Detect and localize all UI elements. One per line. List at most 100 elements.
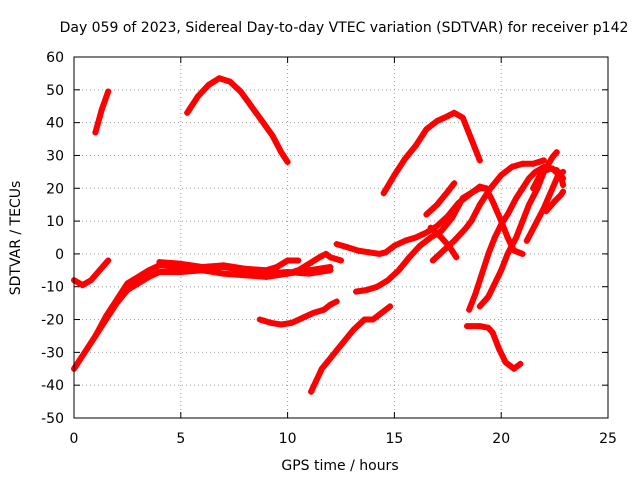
- data-point-marker: [438, 227, 445, 234]
- data-point-marker: [558, 191, 564, 198]
- data-point-marker: [177, 260, 184, 267]
- data-point-marker: [491, 280, 498, 287]
- data-point-marker: [560, 182, 567, 188]
- data-point-marker: [333, 241, 340, 248]
- data-point-marker: [489, 329, 496, 336]
- data-point-marker: [444, 188, 451, 195]
- data-point-marker: [459, 195, 466, 202]
- data-point-marker: [79, 282, 86, 289]
- data-point-marker: [502, 359, 509, 366]
- data-point-marker: [295, 257, 302, 264]
- y-tick-label: -30: [41, 345, 64, 361]
- axis-ticks: 0 5 10 15 20 25 -50 -40 -30 -20 -10 0 10 20 30 40 50 60: [41, 50, 617, 447]
- x-tick-label: 0: [70, 431, 79, 447]
- data-point-marker: [98, 106, 105, 113]
- data-point-marker: [92, 333, 99, 339]
- data-point-marker: [532, 168, 539, 175]
- data-point-marker: [361, 316, 368, 323]
- data-point-marker: [476, 157, 483, 164]
- data-point-marker: [519, 250, 526, 257]
- data-point-marker: [327, 254, 334, 261]
- data-point-marker: [327, 301, 334, 308]
- data-point-marker: [241, 265, 248, 272]
- data-point-marker: [295, 267, 302, 274]
- data-point-marker: [365, 249, 372, 256]
- data-point-marker: [526, 175, 532, 182]
- series-arc-13: [423, 180, 458, 218]
- data-point-marker: [338, 257, 344, 264]
- data-point-marker: [241, 272, 248, 279]
- y-tick-label: 40: [46, 116, 64, 132]
- data-point-marker: [284, 257, 291, 264]
- data-point-marker: [468, 136, 475, 142]
- series-arc-21: [543, 188, 567, 215]
- data-point-marker: [113, 300, 120, 307]
- data-point-marker: [461, 226, 468, 233]
- data-point-marker: [513, 234, 520, 241]
- data-point-marker: [387, 303, 394, 310]
- data-point-marker: [226, 78, 233, 85]
- data-point-marker: [519, 185, 526, 192]
- data-point-marker: [459, 114, 466, 121]
- data-point-marker: [449, 214, 456, 221]
- data-point-marker: [320, 306, 327, 313]
- series-line: [92, 264, 334, 339]
- data-point-marker: [519, 218, 526, 225]
- data-point-marker: [496, 346, 503, 353]
- series-arc-7: [184, 75, 291, 165]
- data-point-marker: [344, 244, 351, 251]
- data-point-marker: [453, 254, 460, 261]
- y-tick-label: 10: [46, 214, 64, 230]
- data-point-marker: [553, 149, 560, 156]
- data-point-marker: [504, 250, 511, 257]
- data-point-marker: [434, 223, 441, 229]
- data-point-marker: [391, 172, 398, 179]
- series-arc-15: [427, 224, 460, 261]
- y-tick-label: -10: [41, 280, 64, 296]
- data-point-marker: [412, 142, 419, 149]
- data-point-marker: [284, 270, 291, 277]
- data-point-marker: [135, 280, 142, 287]
- data-point-marker: [156, 259, 163, 266]
- data-point-marker: [284, 159, 291, 165]
- data-point-marker: [504, 234, 511, 241]
- y-tick-label: -50: [41, 411, 64, 427]
- data-point-marker: [353, 288, 359, 295]
- data-point-marker: [267, 319, 274, 326]
- data-point-marker: [350, 326, 357, 333]
- data-point-marker: [427, 234, 434, 241]
- data-point-marker: [263, 267, 270, 274]
- series-line: [476, 149, 560, 310]
- data-point-marker: [263, 273, 270, 280]
- data-point-marker: [560, 188, 567, 195]
- data-point-marker: [489, 198, 496, 205]
- data-point-marker: [248, 103, 255, 110]
- series-arc-2: [71, 257, 112, 289]
- data-point-marker: [380, 190, 387, 197]
- data-point-marker: [355, 247, 362, 254]
- data-point-marker: [440, 247, 447, 254]
- data-point-marker: [406, 254, 413, 261]
- data-point-marker: [523, 237, 530, 244]
- chart-title: Day 059 of 2023, Sidereal Day-to-day VTE…: [60, 20, 629, 36]
- series-arc-14: [429, 157, 547, 264]
- series-arc-11: [353, 185, 488, 295]
- data-point-marker: [547, 165, 554, 172]
- x-tick-label: 20: [492, 431, 510, 447]
- data-point-marker: [105, 257, 112, 264]
- series-line: [543, 188, 567, 215]
- series-line: [184, 75, 291, 165]
- data-point-marker: [438, 234, 445, 241]
- data-point-marker: [423, 126, 430, 133]
- data-point-marker: [485, 293, 492, 300]
- data-point-marker: [205, 81, 212, 88]
- data-point-marker: [259, 118, 265, 124]
- data-point-marker: [513, 195, 520, 202]
- data-point-marker: [466, 306, 473, 313]
- data-point-marker: [479, 270, 485, 277]
- data-point-marker: [374, 283, 381, 290]
- data-point-marker: [308, 388, 315, 395]
- y-tick-label: 20: [46, 181, 64, 197]
- data-point-marker: [382, 249, 389, 256]
